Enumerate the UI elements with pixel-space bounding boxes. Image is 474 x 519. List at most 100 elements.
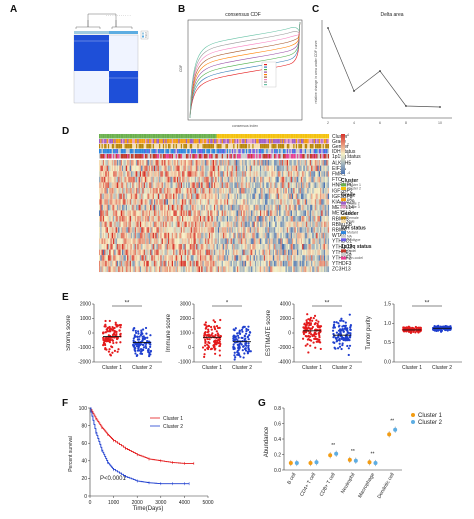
heatmap-cell (182, 255, 184, 261)
heatmap-cell (196, 232, 198, 239)
heatmap-cell (150, 182, 152, 189)
heatmap-cell (127, 188, 129, 194)
heatmap-cell (304, 238, 307, 245)
heatmap-cell (208, 160, 211, 166)
delta-area-chart: Delta area relative change in area under… (314, 12, 452, 125)
consensus-block-2 (109, 71, 138, 103)
heatmap-cell (234, 199, 236, 205)
heatmap-cell (288, 171, 290, 177)
heatmap-cell (295, 227, 298, 233)
heatmap-cell (311, 227, 313, 233)
heatmap-cell (123, 260, 125, 267)
heatmap-cell (234, 244, 236, 250)
heatmap-cell (179, 260, 181, 267)
annotation-cell (252, 134, 254, 139)
annotation-cell (307, 139, 309, 144)
heatmap-cell (314, 260, 317, 267)
heatmap-cell (100, 199, 102, 205)
heatmap-cell (207, 227, 209, 233)
heatmap-cell (293, 188, 295, 194)
heatmap-cell (151, 193, 153, 200)
heatmap-cell (180, 249, 183, 256)
heatmap-cell (155, 266, 157, 273)
heatmap-cell (268, 171, 271, 177)
heatmap-cell (293, 171, 295, 177)
heatmap-cell (197, 176, 199, 183)
heatmap-cell (326, 221, 328, 228)
heatmap-cell (132, 193, 134, 200)
heatmap-cell (205, 227, 207, 233)
heatmap-cell (326, 176, 328, 183)
heatmap-cell (120, 260, 123, 267)
heatmap-cell (284, 255, 286, 261)
heatmap-cell (254, 266, 257, 273)
heatmap-cell (254, 221, 257, 228)
e-point (246, 335, 249, 338)
annotation-cell (299, 154, 301, 159)
heatmap-cell (136, 249, 138, 256)
annotation-cell (118, 144, 120, 149)
heatmap-cell (286, 193, 289, 200)
heatmap-cell (263, 165, 266, 172)
annotation-cell (234, 154, 236, 159)
heatmap-cell (311, 199, 313, 205)
heatmap-cell (271, 199, 273, 205)
heatmap-cell (211, 238, 213, 245)
annotation-cell (143, 134, 146, 139)
heatmap-cell (205, 199, 207, 205)
heatmap-cell (180, 260, 183, 267)
heatmap-cell (252, 171, 254, 177)
heatmap-cell (199, 238, 202, 245)
heatmap-cell (242, 249, 244, 256)
annotation-cell (288, 134, 290, 139)
heatmap-cell (123, 232, 125, 239)
heatmap-cell (323, 160, 326, 166)
heatmap-cell (156, 221, 158, 228)
heatmap-cell (164, 204, 166, 211)
annotation-cell (322, 149, 324, 154)
heatmap-cell (141, 221, 143, 228)
heatmap-cell (109, 244, 111, 250)
heatmap-cell (143, 244, 146, 250)
heatmap-cell (293, 193, 295, 200)
annotation-cell (293, 134, 295, 139)
annotation-cell (105, 149, 107, 154)
heatmap-cell (164, 260, 166, 267)
heatmap-cell (207, 255, 209, 261)
heatmap-cell (175, 204, 177, 211)
heatmap-cell (281, 188, 284, 194)
e-point (109, 338, 112, 342)
heatmap-cell (226, 221, 229, 228)
heatmap-cell (203, 188, 206, 194)
heatmap-cell (170, 165, 172, 172)
heatmap-cell (314, 221, 317, 228)
heatmap-cell (313, 227, 315, 233)
annotation-cell (266, 139, 268, 144)
heatmap-cell (211, 165, 213, 172)
annotation-cell (303, 154, 305, 159)
annotation-cell (119, 154, 121, 159)
annotation-cell (188, 139, 190, 144)
heatmap-cell (307, 165, 309, 172)
heatmap-cell (106, 199, 108, 205)
annotation-cell (101, 154, 103, 159)
heatmap-cell (206, 193, 208, 200)
annotation-cell (289, 139, 291, 144)
annotation-cell (210, 149, 212, 154)
heatmap-cell (157, 171, 160, 177)
heatmap-cell (207, 188, 209, 194)
heatmap-cell (99, 227, 101, 233)
heatmap-cell (317, 221, 319, 228)
heatmap-cell (192, 249, 194, 256)
heatmap-cell (183, 249, 185, 256)
annotation-cell (128, 139, 130, 144)
legend-swatch (341, 234, 346, 238)
heatmap-cell (298, 160, 300, 166)
annotation-cell (113, 154, 115, 159)
heatmap-cell (267, 210, 269, 217)
heatmap-cell (215, 182, 217, 189)
heatmap-cell (125, 249, 128, 256)
heatmap-cell (262, 255, 264, 261)
heatmap-cell (291, 160, 294, 166)
heatmap-cell (169, 171, 171, 177)
